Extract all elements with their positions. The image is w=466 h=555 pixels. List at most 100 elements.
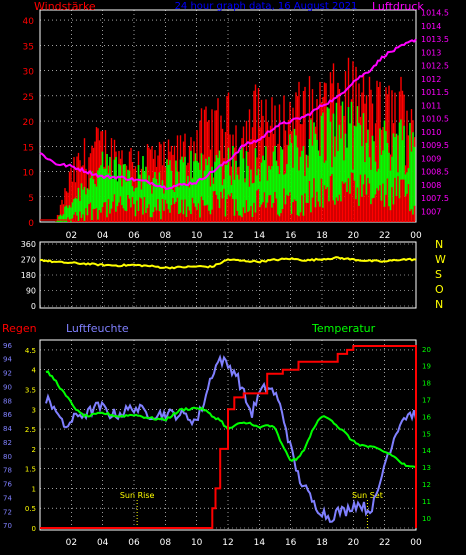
climate-time-tick-label: 16 [285, 538, 297, 548]
wind-tick-label: 5 [28, 194, 34, 204]
compass-label: S [435, 268, 442, 281]
wind-tick-label: 0 [28, 219, 34, 229]
wind-axis-label: Windstärke [34, 0, 96, 13]
pressure-tick-label: 1009 [421, 154, 441, 163]
climate-time-tick-label: 22 [379, 538, 390, 548]
pressure-axis-label: Luftdruck [372, 0, 424, 13]
rain-tick-label: 4.5 [25, 347, 36, 355]
direction-tick-label: 0 [31, 302, 36, 311]
climate-time-tick-label: 00 [410, 538, 422, 548]
pressure-tick-label: 1007 [421, 207, 441, 216]
humidity-tick-label: 94 [3, 356, 12, 364]
temperature-tick-label: 10 [422, 515, 431, 523]
pressure-line [39, 38, 417, 191]
pressure-tick-label: 1011 [421, 101, 441, 110]
pressure-tick-label: 1007.5 [421, 194, 449, 203]
pressure-tick-label: 1014 [421, 22, 441, 31]
compass-label: N [435, 238, 443, 251]
sun-marker-label: Sun Rise [120, 491, 155, 500]
rain-axis-label: Regen [2, 322, 37, 335]
humidity-tick-label: 74 [3, 494, 12, 502]
time-tick-label: 18 [316, 231, 328, 241]
humidity-tick-label: 86 [3, 411, 12, 419]
climate-time-tick-label: 02 [66, 538, 77, 548]
temperature-tick-label: 12 [422, 481, 431, 489]
time-tick-label: 02 [66, 231, 77, 241]
climate-time-tick-label: 04 [97, 538, 109, 548]
pressure-tick-label: 1013.5 [421, 35, 449, 44]
humidity-tick-label: 82 [3, 439, 12, 447]
direction-tick-label: 90 [26, 287, 36, 296]
pressure-tick-label: 1013 [421, 48, 441, 57]
humidity-tick-label: 96 [3, 342, 12, 350]
compass-label: O [435, 283, 444, 296]
humidity-axis-label: Luftfeuchte [66, 322, 129, 335]
direction-tick-label: 270 [21, 256, 36, 265]
climate-time-tick-label: 12 [222, 538, 233, 548]
compass-label: N [435, 298, 443, 311]
climate-time-tick-label: 10 [191, 538, 203, 548]
time-tick-label: 00 [410, 231, 422, 241]
rain-tick-label: 3 [32, 406, 36, 414]
rain-tick-label: 2 [32, 446, 36, 454]
rain-tick-label: 1 [32, 485, 36, 493]
time-tick-label: 16 [285, 231, 297, 241]
humidity-tick-label: 88 [3, 397, 12, 405]
rain-tick-label: 4 [32, 367, 37, 375]
pressure-tick-label: 1008 [421, 181, 441, 190]
wind-tick-label: 25 [23, 93, 34, 103]
rain-tick-label: 0 [32, 525, 36, 533]
time-tick-label: 04 [97, 231, 109, 241]
wind-tick-label: 10 [23, 169, 35, 179]
temperature-tick-label: 14 [422, 447, 431, 455]
rain-humidity-temperature-chart: Sun Rise Sun Set 0 0.5 1 1.5 2 2.5 3 3.5 4 4.5 70 7… [2, 322, 431, 548]
humidity-tick-label: 70 [3, 522, 12, 530]
wind-tick-label: 40 [23, 17, 35, 27]
temperature-tick-label: 20 [422, 346, 431, 354]
rain-line [40, 345, 417, 529]
climate-time-tick-label: 08 [160, 538, 172, 548]
temperature-axis-label: Temperatur [311, 322, 376, 335]
humidity-tick-label: 72 [3, 508, 12, 516]
humidity-tick-label: 80 [3, 453, 12, 461]
wind-tick-label: 30 [23, 68, 35, 78]
humidity-tick-label: 84 [3, 425, 12, 433]
time-tick-label: 10 [191, 231, 203, 241]
wind-tick-label: 15 [23, 143, 34, 153]
time-tick-label: 12 [222, 231, 233, 241]
direction-tick-label: 360 [21, 240, 36, 249]
pressure-tick-label: 1009.5 [421, 141, 449, 150]
temperature-tick-label: 16 [422, 413, 431, 421]
pressure-tick-label: 1010.5 [421, 115, 449, 124]
rain-tick-label: 0.5 [25, 505, 36, 513]
time-tick-label: 08 [160, 231, 172, 241]
wind-tick-label: 20 [23, 118, 35, 128]
wind-tick-label: 35 [23, 42, 34, 52]
temperature-tick-label: 13 [422, 464, 431, 472]
humidity-tick-label: 76 [3, 481, 12, 489]
climate-time-tick-label: 06 [128, 538, 140, 548]
humidity-tick-label: 90 [3, 383, 12, 391]
chart-title: 24 hour graph data, 16 August 2021 [175, 1, 358, 12]
climate-time-tick-label: 14 [254, 538, 266, 548]
direction-tick-label: 180 [21, 271, 36, 280]
climate-time-tick-label: 20 [348, 538, 360, 548]
sun-marker-label: Sun Set [352, 491, 383, 500]
temperature-tick-label: 18 [422, 380, 431, 388]
pressure-tick-label: 1014.5 [421, 9, 449, 18]
rain-tick-label: 3.5 [25, 386, 36, 394]
time-tick-label: 06 [128, 231, 140, 241]
pressure-tick-label: 1008.5 [421, 168, 449, 177]
time-tick-label: 22 [379, 231, 390, 241]
temperature-line [45, 370, 417, 469]
humidity-tick-label: 78 [3, 467, 12, 475]
wind-direction-line [39, 256, 417, 270]
temperature-tick-label: 11 [422, 498, 431, 506]
rain-tick-label: 1.5 [25, 466, 36, 474]
temperature-tick-label: 19 [422, 363, 431, 371]
rain-tick-label: 2.5 [25, 426, 36, 434]
time-tick-label: 20 [348, 231, 360, 241]
